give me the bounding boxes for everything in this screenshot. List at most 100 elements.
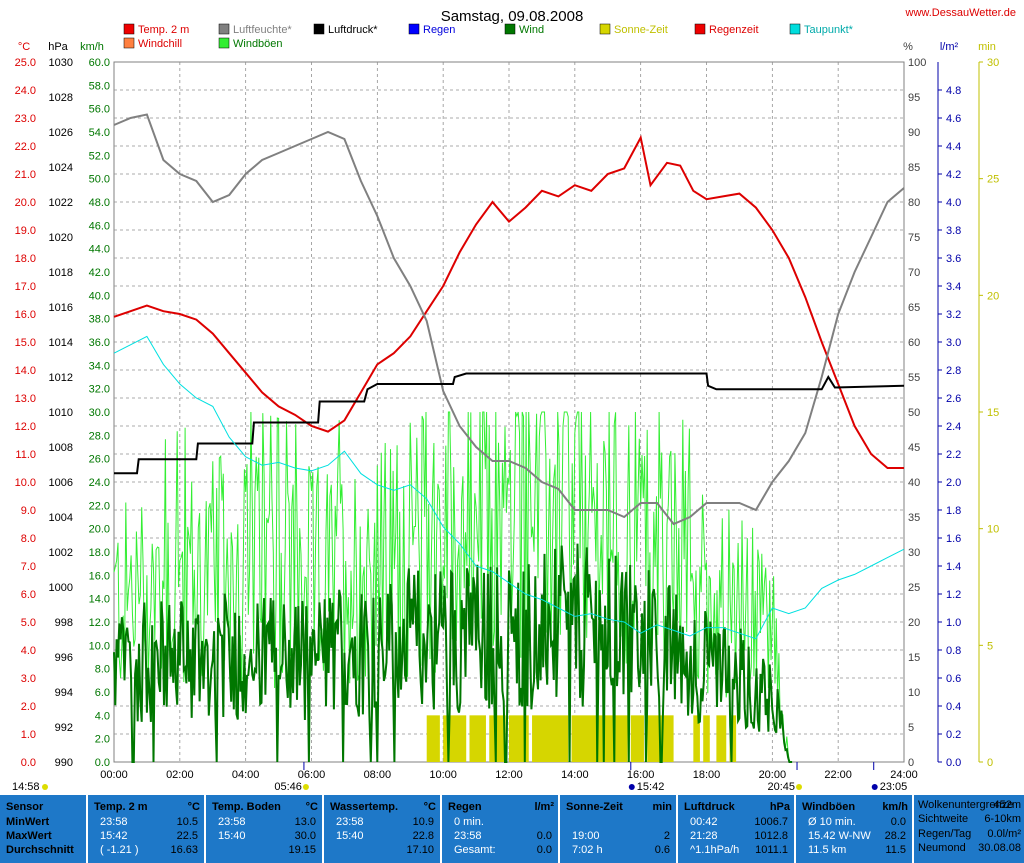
table-cell: 452m bbox=[993, 799, 1021, 811]
x-tick-label: 10:00 bbox=[429, 769, 457, 781]
series-line bbox=[113, 134, 904, 469]
table-cell: 23:58 bbox=[218, 816, 246, 828]
wind-tick-label: 34.0 bbox=[89, 360, 110, 372]
marker-left-time: 14:58 bbox=[12, 781, 40, 793]
pressure-tick-label: 1020 bbox=[49, 232, 73, 244]
table-cell: Sensor bbox=[6, 801, 44, 813]
marker-dot bbox=[42, 784, 48, 790]
table-cell: 16.63 bbox=[170, 844, 198, 856]
wind-tick-label: 12.0 bbox=[89, 617, 110, 629]
pressure-tick-label: 998 bbox=[55, 617, 73, 629]
sun-tick-label: 15 bbox=[987, 407, 999, 419]
table-column bbox=[442, 795, 560, 863]
temp-tick-label: 24.0 bbox=[15, 85, 36, 97]
legend-label: Luftdruck* bbox=[328, 24, 378, 36]
marker-sunset-label: 20:45 bbox=[767, 781, 795, 793]
x-tick-label: 04:00 bbox=[232, 769, 260, 781]
wind-tick-label: 60.0 bbox=[89, 57, 110, 69]
wind-tick-label: 26.0 bbox=[89, 454, 110, 466]
x-tick-label: 08:00 bbox=[364, 769, 392, 781]
rain-tick-label: 3.6 bbox=[946, 253, 961, 265]
marker-sunset-dot bbox=[796, 784, 803, 790]
x-tick-label: 14:00 bbox=[561, 769, 589, 781]
axis-unit-label: °C bbox=[18, 41, 30, 53]
series-windboeen bbox=[113, 411, 793, 763]
table-cell: MaxWert bbox=[6, 830, 52, 842]
temp-tick-label: 0.0 bbox=[21, 757, 36, 769]
temp-tick-label: 23.0 bbox=[15, 113, 36, 125]
wind-tick-label: 24.0 bbox=[89, 477, 110, 489]
rain-tick-label: 4.0 bbox=[946, 197, 961, 209]
legend-swatch bbox=[599, 23, 611, 35]
temp-tick-label: 3.0 bbox=[21, 673, 36, 685]
table-cell: 19:00 bbox=[572, 830, 600, 842]
table-cell: 6-10km bbox=[984, 813, 1021, 825]
table-cell: Gesamt: bbox=[454, 844, 496, 856]
pressure-tick-label: 1030 bbox=[49, 57, 73, 69]
legend-label: Temp. 2 m bbox=[138, 24, 189, 36]
table-cell: 0.0l/m² bbox=[987, 828, 1021, 840]
line-series bbox=[113, 113, 905, 640]
rain-tick-label: 1.0 bbox=[946, 617, 961, 629]
sun-tick-label: 0 bbox=[987, 757, 993, 769]
table-column bbox=[560, 795, 678, 863]
table-cell: 10.9 bbox=[412, 816, 434, 828]
table-cell: 11.5 km bbox=[808, 844, 847, 856]
legend-swatch bbox=[123, 37, 135, 49]
table-cell: 23:58 bbox=[336, 816, 364, 828]
humidity-tick-label: 25 bbox=[908, 582, 920, 594]
humidity-tick-label: 60 bbox=[908, 337, 920, 349]
table-cell: Durchschnitt bbox=[6, 844, 74, 856]
wind-tick-label: 50.0 bbox=[89, 174, 110, 186]
table-cell: 00:42 bbox=[690, 816, 718, 828]
pressure-tick-label: 1026 bbox=[49, 127, 73, 139]
sunshine-bar bbox=[693, 715, 700, 762]
humidity-tick-label: 20 bbox=[908, 617, 920, 629]
table-cell: 7:02 h bbox=[572, 844, 603, 856]
temp-tick-label: 6.0 bbox=[21, 589, 36, 601]
table-cell: 23:58 bbox=[454, 830, 482, 842]
table-cell: 0.0 bbox=[536, 830, 552, 842]
rain-tick-label: 2.4 bbox=[946, 421, 961, 433]
pressure-tick-label: 1018 bbox=[49, 267, 73, 279]
wind-tick-label: 46.0 bbox=[89, 220, 110, 232]
rain-tick-label: 1.6 bbox=[946, 533, 961, 545]
rain-tick-label: 4.2 bbox=[946, 169, 961, 181]
rain-tick-label: 0.6 bbox=[946, 673, 961, 685]
table-cell: 1012.8 bbox=[754, 830, 788, 842]
humidity-tick-label: 90 bbox=[908, 127, 920, 139]
rain-tick-label: 2.2 bbox=[946, 449, 961, 461]
legend-swatch bbox=[504, 23, 516, 35]
temp-tick-label: 7.0 bbox=[21, 561, 36, 573]
pressure-tick-label: 1022 bbox=[49, 197, 73, 209]
wind-tick-label: 54.0 bbox=[89, 127, 110, 139]
table-cell: 30.0 bbox=[294, 830, 316, 842]
table-cell: Temp. Boden bbox=[212, 801, 281, 813]
table-cell: 15:40 bbox=[218, 830, 246, 842]
rain-tick-label: 4.6 bbox=[946, 113, 961, 125]
pressure-tick-label: 994 bbox=[55, 687, 73, 699]
rain-tick-label: 2.8 bbox=[946, 365, 961, 377]
legend: Temp. 2 m Luftfeuchte* Luftdruck* Regen Wind… bbox=[123, 23, 854, 50]
axis-unit-label: l/m² bbox=[940, 41, 959, 53]
humidity-tick-label: 0 bbox=[908, 757, 914, 769]
humidity-tick-label: 55 bbox=[908, 372, 920, 384]
pressure-tick-label: 1012 bbox=[49, 372, 73, 384]
pressure-tick-label: 1028 bbox=[49, 92, 73, 104]
pressure-tick-label: 1002 bbox=[49, 547, 73, 559]
legend-swatch bbox=[218, 37, 230, 49]
temp-tick-label: 14.0 bbox=[15, 365, 36, 377]
wind-tick-label: 8.0 bbox=[95, 664, 110, 676]
legend-swatch bbox=[694, 23, 706, 35]
site-link[interactable]: www.DessauWetter.de bbox=[905, 7, 1016, 19]
wind-tick-label: 0.0 bbox=[95, 757, 110, 769]
x-tick-label: 16:00 bbox=[627, 769, 655, 781]
pressure-tick-label: 1010 bbox=[49, 407, 73, 419]
wind-series bbox=[113, 411, 793, 763]
axis-unit-label: % bbox=[903, 41, 913, 53]
table-cell: km/h bbox=[882, 801, 908, 813]
rain-tick-label: 4.8 bbox=[946, 85, 961, 97]
wind-tick-label: 40.0 bbox=[89, 290, 110, 302]
temp-tick-label: 11.0 bbox=[15, 449, 36, 461]
table-cell: 0.6 bbox=[654, 844, 670, 856]
